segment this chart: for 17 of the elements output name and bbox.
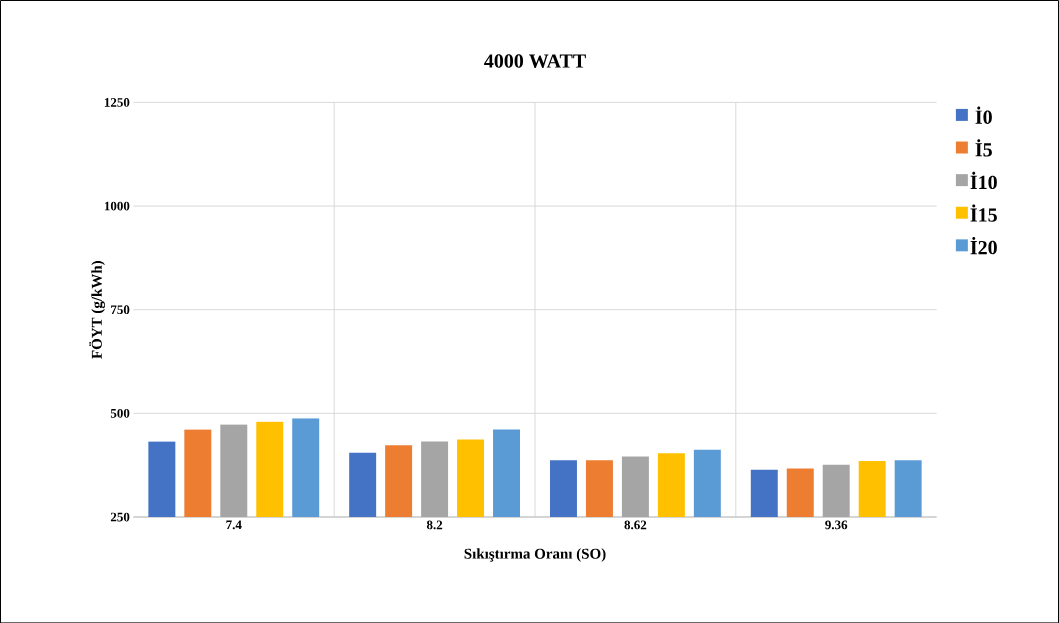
y-tick-label: 500 [110, 408, 130, 418]
x-tick-label: 7.4 [226, 520, 242, 530]
y-tick-label: 1250 [104, 97, 130, 107]
legend-label: İ5 [975, 139, 992, 157]
x-axis-title: Sıkıştırma Oranı (SO) [464, 548, 606, 562]
legend-label: İ15 [970, 204, 997, 222]
y-tick-label: 250 [110, 512, 130, 522]
y-tick-label: 750 [111, 305, 130, 314]
x-tick-label: 8.62 [624, 520, 647, 530]
legend-label: İ20 [970, 236, 997, 255]
x-tick-label: 8.2 [426, 520, 443, 530]
x-tick-label: 9.36 [825, 520, 848, 530]
y-tick-label: 1000 [104, 201, 130, 211]
legend-label: İ0 [975, 106, 992, 124]
y-axis-title: FÖYT (g/kWh) [89, 260, 106, 359]
legend-label: İ10 [970, 171, 997, 189]
chart-title: 4000 WATT [484, 54, 586, 68]
